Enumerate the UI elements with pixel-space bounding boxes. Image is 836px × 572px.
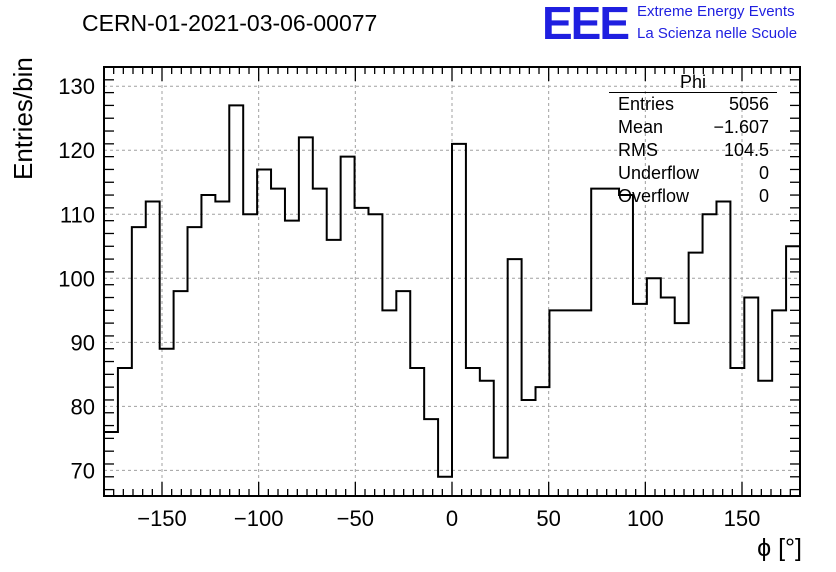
eee-logo: EEE — [542, 0, 630, 49]
histogram-bin — [730, 368, 744, 496]
histogram-bin — [188, 227, 202, 496]
x-tick-label: −150 — [137, 506, 187, 531]
histogram-bin — [424, 419, 438, 496]
histogram-bin — [243, 214, 257, 496]
histogram-bin — [382, 310, 396, 496]
histogram-bin — [633, 304, 647, 496]
stats-rows: Entries 5056 Mean −1.607 RMS 104.5 Underflow 0 O… — [609, 93, 777, 208]
x-tick-label: −100 — [234, 506, 284, 531]
histogram-bin — [355, 208, 369, 496]
histogram-bin — [215, 201, 229, 496]
y-tick-label: 80 — [71, 394, 95, 419]
histogram-bin — [271, 189, 285, 496]
x-tick-label: 150 — [724, 506, 761, 531]
histogram-bin — [313, 189, 327, 496]
histogram-bin — [619, 195, 633, 496]
stats-label: Entries — [618, 94, 675, 114]
histogram-bin — [522, 400, 536, 496]
histogram-bin — [689, 253, 703, 496]
stats-label: Overflow — [618, 186, 690, 206]
histogram-bin — [508, 259, 522, 496]
stats-value: −1.607 — [713, 117, 769, 137]
histogram-bin — [549, 310, 563, 496]
histogram-bin — [758, 381, 772, 496]
histogram-bin — [285, 221, 299, 496]
y-tick-label: 130 — [58, 74, 95, 99]
histogram-bin — [201, 195, 215, 496]
x-tick-label: 0 — [446, 506, 458, 531]
stats-row: RMS 104.5 — [609, 139, 777, 162]
histogram-bin — [744, 298, 758, 496]
histogram-bin — [563, 310, 577, 496]
stats-row: Mean −1.607 — [609, 116, 777, 139]
histogram-bin — [132, 227, 146, 496]
stats-row: Underflow 0 — [609, 162, 777, 185]
y-tick-label: 100 — [58, 266, 95, 291]
histogram-outline — [104, 104, 800, 478]
histogram-bin — [146, 201, 160, 496]
stats-label: Mean — [618, 117, 664, 137]
histogram-bin — [229, 105, 243, 496]
x-tick-label: 100 — [627, 506, 664, 531]
stats-value: 5056 — [728, 94, 769, 114]
stats-box: Phi Entries 5056 Mean −1.607 RMS 104.5 Underfl… — [609, 72, 777, 208]
histogram-bin — [257, 169, 271, 496]
histogram-bin — [438, 477, 452, 496]
histogram-bin — [772, 310, 786, 496]
stats-label: Underflow — [618, 163, 700, 183]
histogram-bin — [466, 368, 480, 496]
histogram-bin — [327, 240, 341, 496]
histogram-bin — [452, 144, 466, 496]
x-tick-label: 50 — [536, 506, 560, 531]
histogram-bin — [647, 278, 661, 496]
x-axis-label: ϕ [°] — [757, 534, 802, 562]
histogram-bin — [577, 310, 591, 496]
histogram-bin — [661, 298, 675, 496]
x-tick-label: −50 — [337, 506, 374, 531]
plot-title: CERN-01-2021-03-06-00077 — [82, 10, 378, 36]
histogram-bin — [675, 323, 689, 496]
logo-subtitle-2: La Scienza nelle Scuole — [637, 25, 798, 42]
histogram-bin — [396, 291, 410, 496]
tick-labels: −150 −100 −50 0 50 100 150 70 80 90 100 110 120 130 — [58, 74, 760, 531]
histogram-bin — [299, 137, 313, 496]
histogram-bin — [341, 157, 355, 496]
logo-subtitle-1: Extreme Energy Events — [637, 3, 795, 20]
y-tick-label: 90 — [71, 330, 95, 355]
histogram-bin — [786, 246, 800, 496]
stats-value: 0 — [758, 186, 769, 206]
stats-value: 0 — [758, 163, 769, 183]
y-tick-label: 70 — [71, 458, 95, 483]
histogram-series — [104, 104, 800, 496]
histogram-bin — [536, 387, 550, 496]
histogram-bin — [716, 201, 730, 496]
stats-row: Entries 5056 — [609, 93, 777, 116]
histogram-bin — [703, 214, 717, 496]
stats-row: Overflow 0 — [609, 185, 777, 208]
stats-title: Phi — [609, 72, 777, 93]
histogram-bin — [118, 368, 132, 496]
histogram-bin — [605, 189, 619, 496]
histogram-bin — [410, 368, 424, 496]
y-axis-label: Entries/bin — [8, 57, 38, 180]
y-tick-label: 110 — [60, 202, 95, 227]
stats-value: 104.5 — [723, 140, 769, 160]
histogram-bin — [174, 291, 188, 496]
histogram-bin — [591, 189, 605, 496]
histogram-bin — [160, 349, 174, 496]
stats-label: RMS — [618, 140, 658, 160]
histogram-bin — [368, 214, 382, 496]
axis-ticks — [104, 66, 800, 496]
histogram-bin — [480, 381, 494, 496]
y-tick-label: 120 — [58, 138, 95, 163]
